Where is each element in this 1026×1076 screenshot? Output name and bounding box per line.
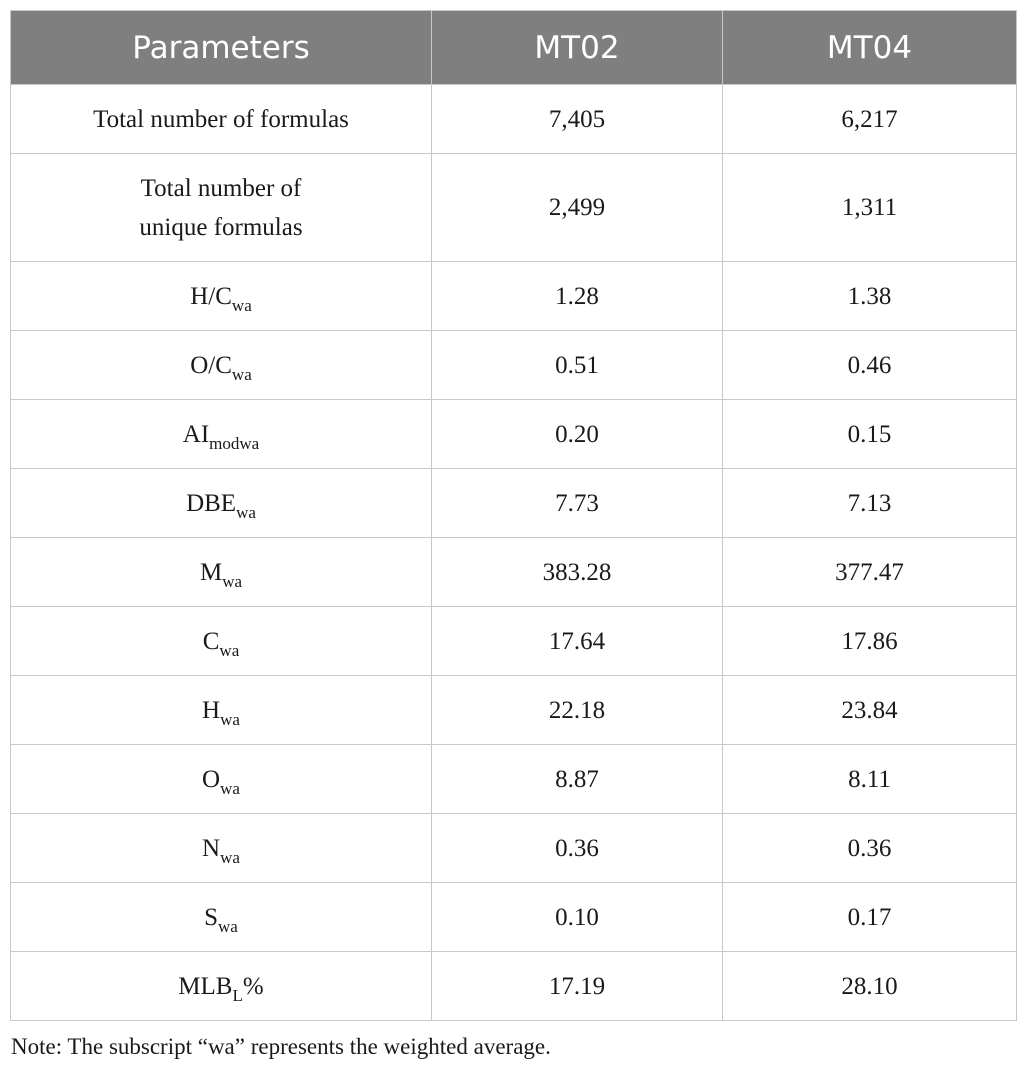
mt04-cell: 6,217 <box>722 84 1017 154</box>
param-cell: Owa <box>10 744 432 814</box>
param-label: M <box>199 558 223 586</box>
param-subscript: wa <box>220 778 240 798</box>
mt02-cell: 7,405 <box>431 84 723 154</box>
mt02-cell: 383.28 <box>431 537 723 607</box>
param-label: H/C <box>190 282 232 310</box>
param-subscript: wa <box>231 295 252 315</box>
param-cell: Hwa <box>10 675 432 745</box>
param-cell: AImodwa <box>10 399 432 469</box>
param-subscript: wa <box>220 709 240 729</box>
param-subscript: wa <box>236 502 256 522</box>
mt04-cell: 23.84 <box>722 675 1017 745</box>
mt04-cell: 1,311 <box>722 153 1017 262</box>
mt02-cell: 17.64 <box>431 606 723 676</box>
param-label-line2: unique formulas <box>139 213 303 241</box>
param-subscript: L <box>232 985 243 1005</box>
mt02-cell: 22.18 <box>431 675 723 745</box>
table-row: DBEwa 7.73 7.13 <box>10 468 1017 538</box>
param-subscript: wa <box>231 364 252 384</box>
mt02-cell: 0.36 <box>431 813 723 883</box>
param-suffix: % <box>242 972 264 1000</box>
table-row: AImodwa 0.20 0.15 <box>10 399 1017 469</box>
param-subscript: wa <box>219 640 240 660</box>
table-row: Swa 0.10 0.17 <box>10 882 1017 952</box>
table-row: Total number of unique formulas 2,499 1,… <box>10 153 1017 262</box>
param-label: N <box>202 834 221 862</box>
param-label: C <box>202 627 220 655</box>
mt02-cell: 0.20 <box>431 399 723 469</box>
table-row: H/Cwa 1.28 1.38 <box>10 261 1017 331</box>
table-row: Cwa 17.64 17.86 <box>10 606 1017 676</box>
param-subscript: modwa <box>209 433 260 453</box>
parameters-table-container: Parameters MT02 MT04 Total number of for… <box>10 10 1017 1021</box>
header-parameters: Parameters <box>10 10 432 85</box>
table-note: Note: The subscript “wa” represents the … <box>11 1034 551 1059</box>
mt02-cell: 7.73 <box>431 468 723 538</box>
param-label: MLB <box>178 972 233 1000</box>
table-header-row: Parameters MT02 MT04 <box>10 10 1017 85</box>
mt04-cell: 0.15 <box>722 399 1017 469</box>
mt04-cell: 0.17 <box>722 882 1017 952</box>
mt04-cell: 377.47 <box>722 537 1017 607</box>
param-cell: O/Cwa <box>10 330 432 400</box>
param-cell: Nwa <box>10 813 432 883</box>
mt02-cell: 1.28 <box>431 261 723 331</box>
mt04-cell: 17.86 <box>722 606 1017 676</box>
mt04-cell: 0.36 <box>722 813 1017 883</box>
param-label: O/C <box>190 351 232 379</box>
table-row: Owa 8.87 8.11 <box>10 744 1017 814</box>
mt04-cell: 1.38 <box>722 261 1017 331</box>
param-subscript: wa <box>220 847 240 867</box>
param-cell: Total number of unique formulas <box>10 153 432 262</box>
table-row: O/Cwa 0.51 0.46 <box>10 330 1017 400</box>
param-label: Total number of formulas <box>93 105 349 133</box>
mt04-cell: 7.13 <box>722 468 1017 538</box>
param-subscript: wa <box>218 916 238 936</box>
param-label-line1: Total number of <box>140 174 302 202</box>
mt02-cell: 2,499 <box>431 153 723 262</box>
mt04-cell: 28.10 <box>722 951 1017 1021</box>
mt02-cell: 0.51 <box>431 330 723 400</box>
param-cell: H/Cwa <box>10 261 432 331</box>
param-cell: DBEwa <box>10 468 432 538</box>
param-cell: MLBL% <box>10 951 432 1021</box>
param-subscript: wa <box>222 571 243 591</box>
parameters-table: Parameters MT02 MT04 Total number of for… <box>10 10 1017 1021</box>
table-row: Total number of formulas 7,405 6,217 <box>10 84 1017 154</box>
param-cell: Total number of formulas <box>10 84 432 154</box>
table-row: Mwa 383.28 377.47 <box>10 537 1017 607</box>
param-label: AI <box>182 420 210 448</box>
header-mt04: MT04 <box>722 10 1017 85</box>
param-label: H <box>202 696 221 724</box>
header-mt02: MT02 <box>431 10 723 85</box>
mt02-cell: 8.87 <box>431 744 723 814</box>
table-row: Hwa 22.18 23.84 <box>10 675 1017 745</box>
mt04-cell: 0.46 <box>722 330 1017 400</box>
param-label: DBE <box>186 489 237 517</box>
param-cell: Mwa <box>10 537 432 607</box>
table-row: Nwa 0.36 0.36 <box>10 813 1017 883</box>
table-row: MLBL% 17.19 28.10 <box>10 951 1017 1021</box>
mt02-cell: 17.19 <box>431 951 723 1021</box>
mt04-cell: 8.11 <box>722 744 1017 814</box>
param-cell: Swa <box>10 882 432 952</box>
param-label: S <box>204 903 219 931</box>
param-label: O <box>202 765 221 793</box>
param-cell: Cwa <box>10 606 432 676</box>
mt02-cell: 0.10 <box>431 882 723 952</box>
